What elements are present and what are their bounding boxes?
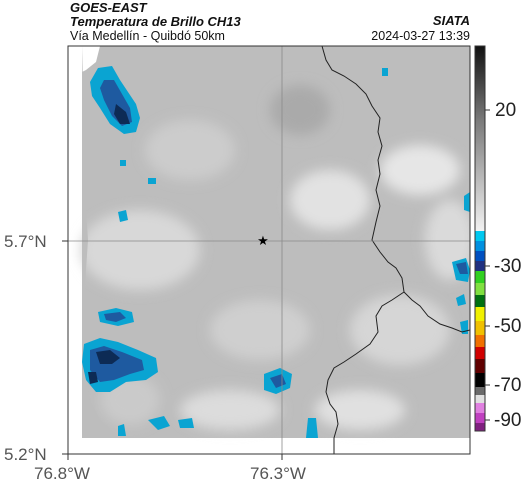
colorbar-label: -50 <box>494 316 522 337</box>
colorbar-label: -90 <box>494 410 522 431</box>
lon-tick-label: 76.8°W <box>34 464 90 483</box>
lon-tick-label: 76.3°W <box>250 464 306 483</box>
map-area: ★ <box>68 46 470 454</box>
colorbar <box>474 45 490 432</box>
map-frame <box>67 45 471 455</box>
star-icon: ★ <box>257 234 269 249</box>
product-title: Temperatura de Brillo CH13 <box>70 14 241 29</box>
lat-tick-label: 5.7°N <box>4 232 47 251</box>
axis-ticks <box>62 240 283 460</box>
route-subtitle: Vía Medellín - Quibdó 50km <box>70 29 225 43</box>
timestamp: 2024-03-27 13:39 <box>371 29 470 43</box>
colorbar-label: 20 <box>495 100 517 121</box>
agency-name: SIATA <box>432 13 470 28</box>
graticule <box>68 46 470 454</box>
cold-cloud-cells <box>82 66 470 438</box>
colorbar-label: -30 <box>494 256 522 277</box>
satellite-name: GOES-EAST <box>70 0 147 15</box>
colorbar-label: -70 <box>494 375 522 396</box>
admin-borders <box>321 46 470 454</box>
lat-tick-label: 5.2°N <box>4 445 47 464</box>
